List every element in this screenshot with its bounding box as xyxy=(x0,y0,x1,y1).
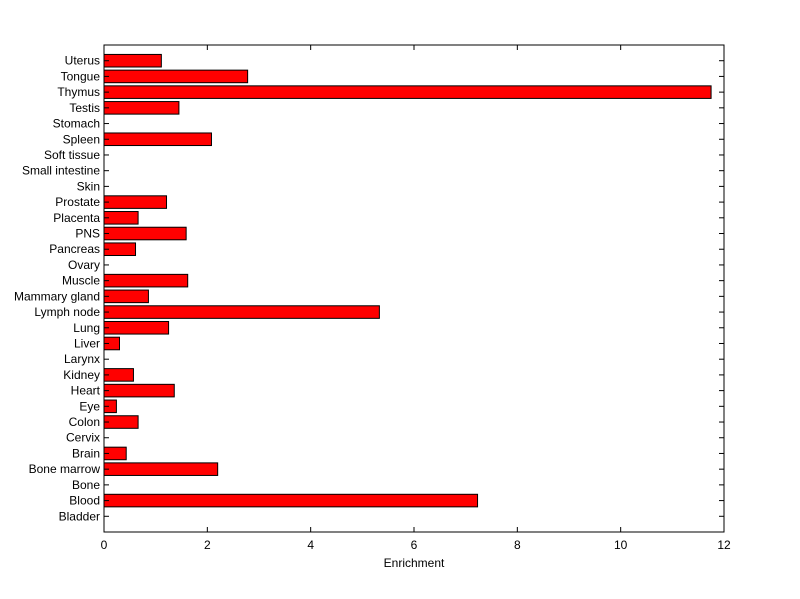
y-tick-label: Soft tissue xyxy=(44,148,100,162)
bar-bone-marrow xyxy=(103,462,219,476)
y-tick-label: Skin xyxy=(77,179,100,193)
y-tick-label: Cervix xyxy=(66,431,100,445)
y-tick-label: Small intestine xyxy=(22,164,100,178)
y-tick-label: Pancreas xyxy=(49,242,100,256)
bar-lung xyxy=(103,320,170,335)
y-tick-label: Lymph node xyxy=(34,305,100,319)
y-tick-label: PNS xyxy=(75,227,100,241)
y-tick-label: Thymus xyxy=(57,85,100,99)
y-tick-label: Bladder xyxy=(59,509,100,523)
y-tick-label: Lung xyxy=(73,321,100,335)
x-tick-group: 0 2 4 6 8 10 12 xyxy=(101,45,731,552)
y-tick-label: Tongue xyxy=(61,69,101,83)
bar-prostate xyxy=(103,195,168,209)
bar-muscle xyxy=(103,273,189,288)
bar-colon xyxy=(103,415,139,429)
y-tick-label: Bone marrow xyxy=(29,462,101,476)
x-tick-label: 0 xyxy=(101,538,108,552)
y-tick-label: Spleen xyxy=(63,132,100,146)
y-tick-label: Blood xyxy=(69,494,100,508)
y-tick-label: Uterus xyxy=(65,54,100,68)
y-tick-label: Eye xyxy=(79,399,100,413)
bar-blood xyxy=(103,493,479,508)
y-tick-label: Larynx xyxy=(64,352,100,366)
y-tick-label: Kidney xyxy=(63,368,100,382)
bar-mammary-gland xyxy=(103,289,149,304)
bar-placenta xyxy=(103,211,139,225)
y-tick-label: Liver xyxy=(74,336,100,350)
y-tick-label: Placenta xyxy=(53,211,100,225)
x-tick-label: 10 xyxy=(614,538,628,552)
x-tick-label: 12 xyxy=(717,538,731,552)
x-tick-label: 2 xyxy=(204,538,211,552)
y-tick-label: Prostate xyxy=(55,195,100,209)
y-tick-label: Stomach xyxy=(53,117,100,131)
x-axis-label: Enrichment xyxy=(384,556,445,570)
bar-testis xyxy=(103,101,180,115)
y-tick-label: Heart xyxy=(71,384,101,398)
y-tick-label: Mammary gland xyxy=(14,289,100,303)
y-tick-label: Colon xyxy=(69,415,100,429)
y-tick-label: Bone xyxy=(72,478,100,492)
x-tick-label: 6 xyxy=(411,538,418,552)
bar-heart xyxy=(103,383,175,398)
y-tick-label: Brain xyxy=(72,446,100,460)
bar-pns xyxy=(103,226,187,241)
y-tick-label: Ovary xyxy=(68,258,100,272)
y-tick-label: Testis xyxy=(69,101,100,115)
bar-lymph-node xyxy=(103,305,380,319)
bar-tongue xyxy=(103,69,249,84)
bar-spleen xyxy=(103,132,212,147)
y-tick-label: Muscle xyxy=(62,274,100,288)
plot-frame xyxy=(103,44,725,533)
x-tick-label: 4 xyxy=(307,538,314,552)
bar-thymus xyxy=(103,85,712,99)
bar-uterus xyxy=(103,53,162,68)
x-tick-label: 8 xyxy=(514,538,521,552)
